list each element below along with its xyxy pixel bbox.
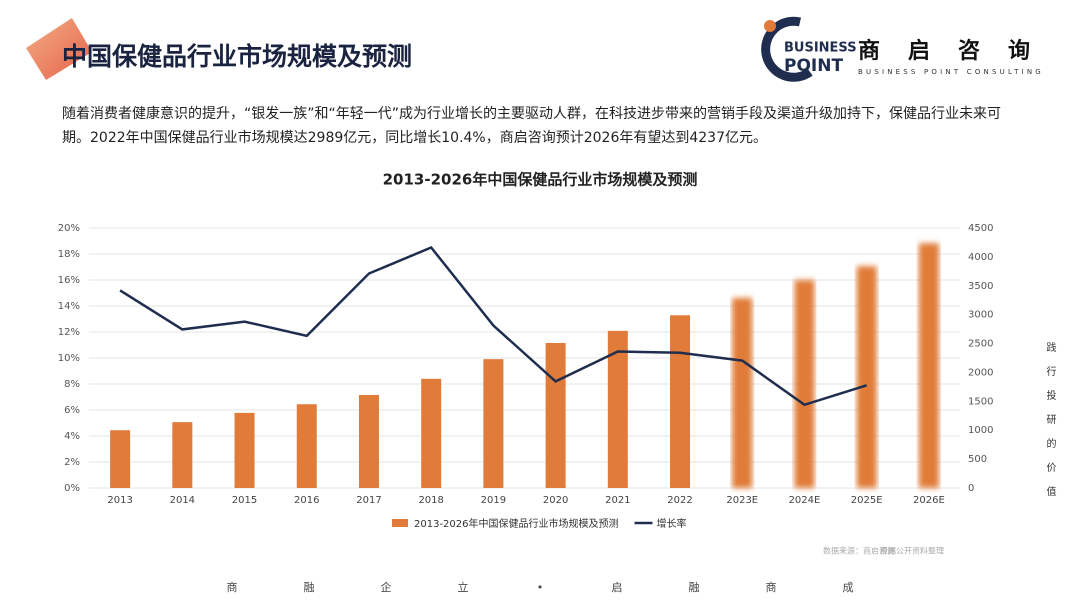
bar — [296, 404, 317, 488]
y2-tick-label: 1000 — [968, 425, 993, 436]
footer-char: 立 — [458, 580, 469, 594]
y-tick-label: 0% — [64, 483, 80, 494]
y-tick-label: 2% — [64, 457, 80, 468]
x-tick-label: 2026E — [913, 495, 945, 506]
bar — [794, 280, 815, 488]
y-tick-label: 6% — [64, 405, 80, 416]
x-tick-label: 2018 — [418, 495, 443, 506]
x-tick-label: 2024E — [789, 495, 821, 506]
y-tick-label: 8% — [64, 379, 80, 390]
logo-top: BUSINESS — [784, 41, 857, 56]
chart-title: 2013-2026年中国保健品行业市场规模及预测 — [383, 171, 698, 189]
y-tick-label: 16% — [58, 275, 80, 286]
footer-char: • — [537, 581, 544, 594]
y2-tick-label: 3000 — [968, 310, 993, 321]
bar — [732, 297, 753, 488]
description: 随着消费者健康意识的提升，“银发一族”和“年轻一代”成为行业增长的主要驱动人群，… — [62, 106, 1002, 146]
line — [119, 245, 868, 407]
footer-char: 商 — [227, 580, 238, 594]
logo-ring — [761, 16, 813, 82]
page-title: 中国保健品行业市场规模及预测 — [62, 42, 412, 71]
source-note: 根据公开资料整理 — [880, 546, 944, 556]
legend-label: 2013-2026年中国保健品行业市场规模及预测 — [414, 517, 619, 530]
footer-char: 融 — [304, 581, 315, 594]
x-tick-label: 2021 — [605, 495, 630, 506]
bar — [545, 342, 566, 488]
y2-tick-label: 0 — [968, 483, 974, 494]
y-tick-label: 14% — [58, 301, 80, 312]
bar — [172, 422, 193, 488]
y2-tick-label: 1500 — [968, 396, 993, 407]
y2-tick-label: 4500 — [968, 223, 993, 234]
y2-tick-label: 500 — [968, 454, 987, 465]
bar — [110, 430, 131, 488]
y2-tick-label: 2500 — [968, 339, 993, 350]
x-tick-label: 2020 — [543, 495, 568, 506]
y2-tick-label: 4000 — [968, 252, 993, 263]
footer-char: 成 — [843, 581, 854, 594]
bar — [607, 330, 628, 488]
bar — [483, 359, 504, 488]
logo: BUSINESS POINT 商启咨询 BUSINESS POINT CONSU… — [761, 16, 1058, 82]
bar — [670, 315, 691, 488]
y2-tick-label: 2000 — [968, 367, 993, 378]
x-tick-label: 2014 — [170, 495, 195, 506]
x-tick-label: 2013 — [107, 495, 132, 506]
legend-swatch — [392, 519, 408, 527]
bar — [234, 412, 255, 488]
y-tick-label: 20% — [58, 223, 80, 234]
x-tick-label: 2017 — [356, 495, 381, 506]
x-tick-label: 2016 — [294, 495, 319, 506]
bar — [421, 378, 442, 488]
side-text: 践行投研的价值 — [1044, 341, 1056, 510]
footer-char: 商 — [766, 580, 777, 594]
footer-char: 融 — [689, 581, 700, 594]
y2-tick-label: 3500 — [968, 281, 993, 292]
bar — [918, 243, 939, 488]
x-tick-label: 2023E — [726, 495, 758, 506]
logo-tagline: BUSINESS POINT CONSULTING — [858, 68, 1044, 76]
footer-char: 企 — [381, 580, 392, 594]
y-tick-label: 12% — [58, 327, 80, 338]
y-tick-label: 4% — [64, 431, 80, 442]
footer-char: 启 — [612, 581, 623, 594]
x-tick-label: 2022 — [667, 495, 692, 506]
y-tick-label: 18% — [58, 249, 80, 260]
source: 数据来源：商启咨询 — [823, 546, 895, 556]
x-tick-label: 2025E — [851, 495, 883, 506]
x-tick-label: 2019 — [481, 495, 506, 506]
x-tick-label: 2015 — [232, 495, 257, 506]
logo-dot — [764, 20, 776, 32]
logo-name: 商启咨询 — [858, 38, 1058, 64]
bar — [856, 266, 877, 488]
y-tick-label: 10% — [58, 353, 80, 364]
logo-bottom: POINT — [784, 56, 843, 76]
bar — [358, 394, 379, 488]
header-ornament — [26, 18, 92, 80]
legend-label: 增长率 — [657, 517, 687, 530]
